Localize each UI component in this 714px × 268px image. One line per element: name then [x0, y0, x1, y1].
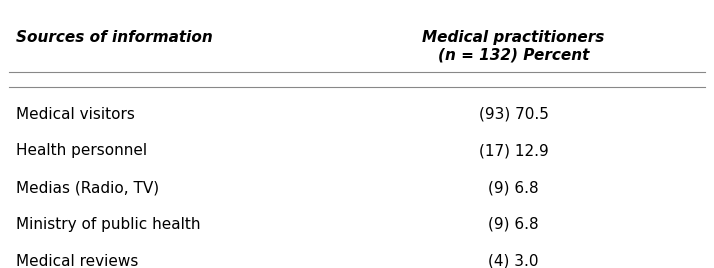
Text: (9) 6.8: (9) 6.8 [488, 180, 539, 195]
Text: Health personnel: Health personnel [16, 143, 147, 158]
Text: Ministry of public health: Ministry of public health [16, 217, 200, 232]
Text: Sources of information: Sources of information [16, 30, 212, 45]
Text: (4) 3.0: (4) 3.0 [488, 254, 539, 268]
Text: (17) 12.9: (17) 12.9 [478, 143, 548, 158]
Text: Medical visitors: Medical visitors [16, 107, 134, 122]
Text: (93) 70.5: (93) 70.5 [478, 107, 548, 122]
Text: Medical practitioners
(n = 132) Percent: Medical practitioners (n = 132) Percent [422, 30, 605, 62]
Text: Medias (Radio, TV): Medias (Radio, TV) [16, 180, 159, 195]
Text: Medical reviews: Medical reviews [16, 254, 138, 268]
Text: (9) 6.8: (9) 6.8 [488, 217, 539, 232]
